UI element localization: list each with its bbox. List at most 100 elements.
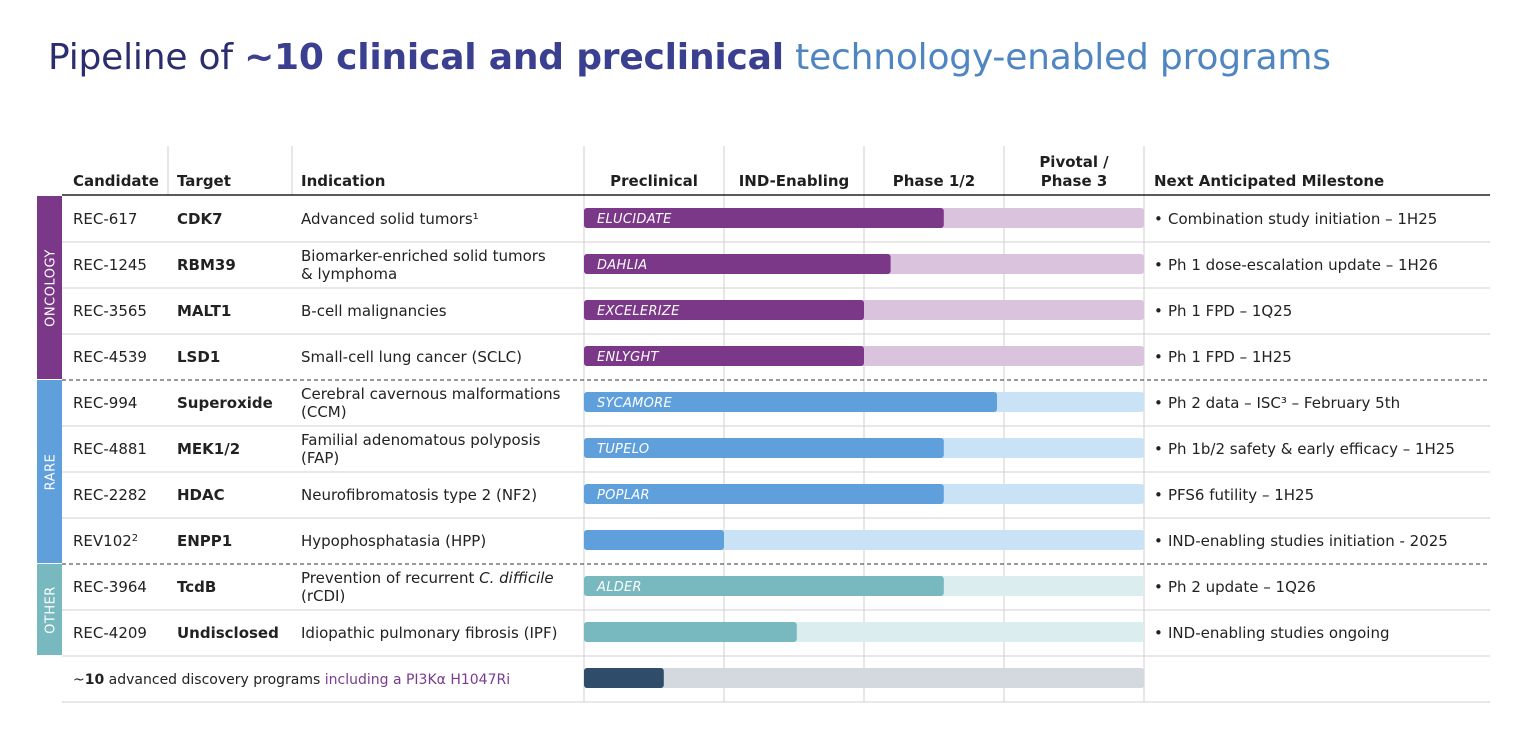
trial-name: ENLYGHT xyxy=(597,350,660,365)
progress-bar xyxy=(584,622,797,642)
candidate-name: REC-1245 xyxy=(73,256,147,274)
milestone-bullet: • xyxy=(1154,256,1163,274)
milestone-bullet: • xyxy=(1154,394,1163,412)
category-bar-other xyxy=(37,564,62,655)
category-label-oncology: ONCOLOGY xyxy=(44,249,59,327)
indication-text: Small-cell lung cancer (SCLC) xyxy=(301,348,522,366)
target-name: CDK7 xyxy=(177,210,223,228)
title-suffix: technology-enabled programs xyxy=(783,37,1331,78)
indication-line: & lymphoma xyxy=(301,265,397,283)
disc-body: advanced discovery programs xyxy=(104,672,325,688)
indication-text: Neurofibromatosis type 2 (NF2) xyxy=(301,486,537,504)
target-name: MEK1/2 xyxy=(177,440,240,458)
milestone-text: Ph 2 update – 1Q26 xyxy=(1168,578,1316,596)
header-phase: Pivotal / xyxy=(1039,153,1109,171)
progress-bar xyxy=(584,484,944,504)
target-name: HDAC xyxy=(177,486,225,504)
trial-name: TUPELO xyxy=(597,442,649,457)
candidate-name: REC-3565 xyxy=(73,302,147,320)
milestone-text: Ph 1 dose-escalation update – 1H26 xyxy=(1168,256,1438,274)
milestone-bullet: • xyxy=(1154,440,1163,458)
category-bar-oncology xyxy=(37,196,62,379)
target-name: RBM39 xyxy=(177,256,236,274)
category-label-rare: RARE xyxy=(44,454,59,491)
candidate-name: REC-4881 xyxy=(73,440,147,458)
candidate-footnote: 2 xyxy=(132,533,138,544)
header-indication: Indication xyxy=(301,172,385,190)
header-target: Target xyxy=(177,172,231,190)
progress-bar xyxy=(584,300,864,320)
indication-line: (CCM) xyxy=(301,403,347,421)
milestone-bullet: • xyxy=(1154,578,1163,596)
indication-line: C. difficile xyxy=(479,569,554,587)
milestone-text: Ph 2 data – ISC³ – February 5th xyxy=(1168,394,1400,412)
candidate-name: REC-617 xyxy=(73,210,137,228)
target-name: ENPP1 xyxy=(177,532,232,550)
milestone-text: IND-enabling studies initiation - 2025 xyxy=(1168,532,1448,550)
indication-line: Cerebral cavernous malformations xyxy=(301,385,561,403)
title-bold: ~10 clinical and preclinical xyxy=(244,37,784,78)
indication-text: Idiopathic pulmonary fibrosis (IPF) xyxy=(301,624,557,642)
progress-track xyxy=(584,668,1144,688)
milestone-bullet: • xyxy=(1154,486,1163,504)
target-name: Superoxide xyxy=(177,394,273,412)
indication-line: Biomarker-enriched solid tumors xyxy=(301,247,546,265)
candidate-name: REC-4209 xyxy=(73,624,147,642)
header-phase: IND-Enabling xyxy=(739,172,850,190)
discovery-text: ~10 advanced discovery programs includin… xyxy=(73,672,510,688)
indication-text: Cerebral cavernous malformations (CCM) xyxy=(301,385,561,421)
indication-text: Prevention of recurrent C. difficile (rCD… xyxy=(301,569,554,605)
candidate-name: REC-4539 xyxy=(73,348,147,366)
indication-line: Familial adenomatous polyposis xyxy=(301,431,541,449)
progress-bar xyxy=(584,668,664,688)
milestone-text: Ph 1 FPD – 1H25 xyxy=(1168,348,1292,366)
progress-bar xyxy=(584,254,891,274)
progress-bar xyxy=(584,576,944,596)
milestone-bullet: • xyxy=(1154,624,1163,642)
progress-bar xyxy=(584,392,997,412)
target-name: TcdB xyxy=(177,578,216,596)
disc-highlight: including a PI3Kα H1047Ri xyxy=(325,672,510,688)
category-bar-rare xyxy=(37,380,62,563)
progress-bar xyxy=(584,530,724,550)
trial-name: POPLAR xyxy=(597,488,650,503)
trial-name: EXCELERIZE xyxy=(597,304,680,319)
candidate-name: REC-2282 xyxy=(73,486,147,504)
indication-text: Familial adenomatous polyposis (FAP) xyxy=(301,431,541,467)
header-phase: Preclinical xyxy=(610,172,698,190)
page-title: Pipeline of ~10 clinical and preclinical… xyxy=(48,36,1331,79)
indication-text: Hypophosphatasia (HPP) xyxy=(301,532,486,550)
milestone-bullet: • xyxy=(1154,210,1163,228)
header-phase: Phase 3 xyxy=(1041,172,1108,190)
target-name: MALT1 xyxy=(177,302,231,320)
indication-text: Biomarker-enriched solid tumors & lymphom… xyxy=(301,247,546,283)
header-candidate: Candidate xyxy=(73,172,159,190)
progress-bar xyxy=(584,438,944,458)
milestone-text: Ph 1 FPD – 1Q25 xyxy=(1168,302,1292,320)
milestone-bullet: • xyxy=(1154,302,1163,320)
indication-line: Prevention of recurrent xyxy=(301,569,479,587)
category-label-other: OTHER xyxy=(44,586,59,634)
milestone-text: PFS6 futility – 1H25 xyxy=(1168,486,1314,504)
trial-name: ELUCIDATE xyxy=(597,212,672,227)
target-name: LSD1 xyxy=(177,348,220,366)
milestone-bullet: • xyxy=(1154,348,1163,366)
indication-text: Advanced solid tumors¹ xyxy=(301,210,479,228)
header-milestone: Next Anticipated Milestone xyxy=(1154,172,1384,190)
target-name: Undisclosed xyxy=(177,624,279,642)
milestone-text: IND-enabling studies ongoing xyxy=(1168,624,1389,642)
candidate-name: REC-3964 xyxy=(73,578,147,596)
progress-bar xyxy=(584,346,864,366)
indication-line: (FAP) xyxy=(301,449,339,467)
candidate-name: REV1022 xyxy=(73,532,138,550)
header-phase: Phase 1/2 xyxy=(893,172,975,190)
title-prefix: Pipeline of xyxy=(48,37,245,78)
indication-text: B-cell malignancies xyxy=(301,302,447,320)
trial-name: DAHLIA xyxy=(597,258,647,273)
candidate-name: REC-994 xyxy=(73,394,137,412)
trial-name: SYCAMORE xyxy=(597,396,673,411)
milestone-text: Combination study initiation – 1H25 xyxy=(1168,210,1437,228)
disc-prefix: ~ xyxy=(73,672,85,688)
indication-line: (rCDI) xyxy=(301,587,345,605)
